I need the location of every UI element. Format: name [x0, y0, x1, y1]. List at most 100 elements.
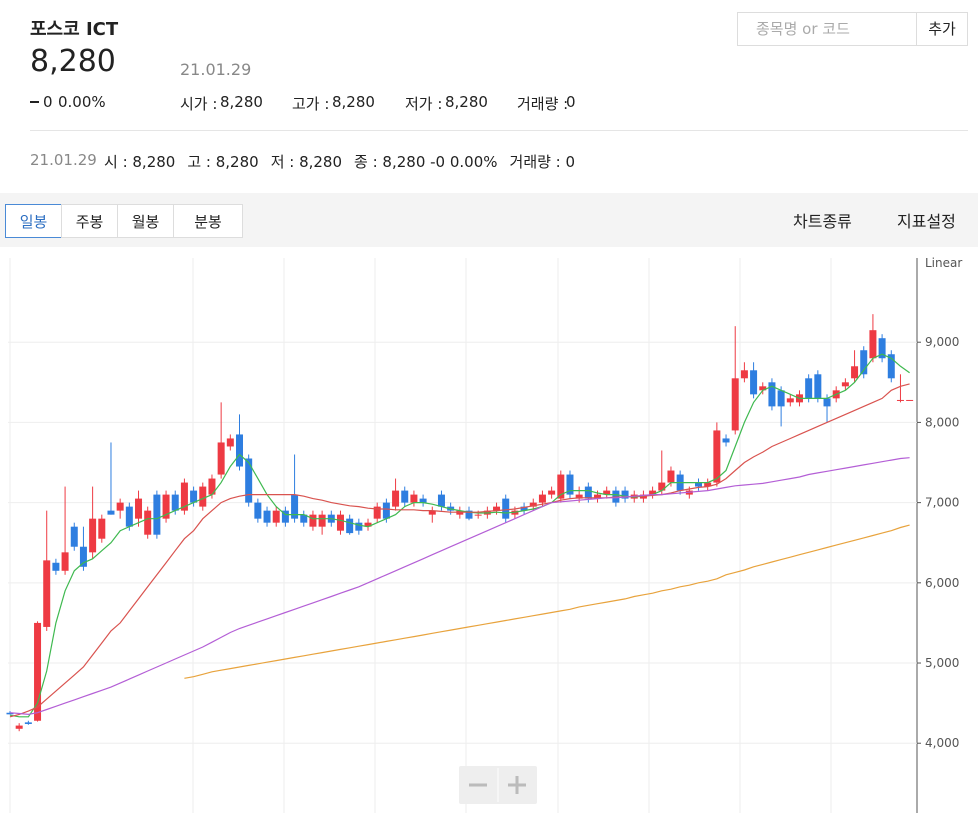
stock-name: 포스코 ICT: [30, 19, 119, 40]
candle-body: [529, 502, 537, 507]
moving-average: [9, 353, 910, 718]
moving-average: [9, 383, 910, 718]
candle-body: [61, 552, 69, 571]
candle-body: [658, 482, 666, 491]
candle-body: [254, 502, 262, 519]
candle-body: [245, 458, 253, 503]
period-tab[interactable]: 분봉: [173, 204, 243, 238]
change: 0: [43, 93, 53, 111]
candle-body: [180, 482, 188, 511]
divider: [30, 130, 968, 131]
candle-body: [34, 622, 42, 721]
moving-average: [9, 457, 910, 716]
menu[interactable]: 차트종류: [793, 212, 852, 231]
candle-body: [759, 386, 767, 391]
stat-value: 8,280: [332, 93, 375, 111]
candle-body: [428, 510, 436, 515]
candle-body: [6, 712, 14, 715]
candle-body: [98, 518, 106, 539]
candle-body: [346, 518, 354, 534]
price: 8,280: [30, 44, 116, 79]
candle-body: [419, 498, 427, 503]
candle-body: [171, 494, 179, 511]
candle-body: [584, 486, 592, 499]
summary-date: 21.01.29: [30, 151, 97, 169]
period-tab[interactable]: 일봉: [5, 204, 62, 238]
candle-body: [281, 510, 289, 523]
candle-body: [520, 506, 528, 511]
candle-body: [906, 399, 914, 401]
candle-body: [89, 518, 97, 553]
candle-body: [704, 482, 712, 487]
candle-body: [713, 430, 721, 483]
menu[interactable]: 지표설정: [897, 212, 956, 231]
scale-label: Linear: [925, 256, 962, 270]
candle-body: [125, 506, 133, 527]
candle-body: [667, 470, 675, 483]
candle-body: [236, 434, 243, 467]
stat-value: 0: [566, 93, 576, 111]
candle-body: [566, 474, 574, 495]
candle-body: [502, 498, 510, 519]
candle-body: [538, 494, 546, 503]
candle-body: [162, 494, 170, 519]
candle-body: [649, 490, 657, 495]
candle-body: [695, 482, 702, 487]
y-tick-label: 5,000: [925, 656, 959, 670]
candle-body: [392, 490, 400, 507]
y-tick-label: 4,000: [925, 736, 959, 750]
candle-body: [465, 510, 473, 519]
candle-body: [437, 494, 445, 507]
candle-body: [70, 526, 78, 547]
y-tick-label: 7,000: [925, 496, 959, 510]
candle-body: [300, 514, 308, 523]
candle-body: [860, 350, 868, 375]
candle-body: [750, 370, 758, 395]
candle-body: [841, 382, 849, 387]
candle-body: [15, 725, 23, 729]
add-button[interactable]: 추가: [916, 12, 968, 46]
summary-item: 저 : 8,280: [270, 153, 343, 171]
candle-body: [355, 522, 363, 531]
candle-body: [373, 506, 381, 519]
candle-body: [318, 514, 326, 527]
summary-item: 시 : 8,280: [104, 153, 176, 171]
candle-body: [144, 510, 152, 535]
candle-body: [548, 490, 556, 495]
candle-body: [878, 338, 886, 359]
candle-body: [731, 378, 739, 431]
candle-body: [52, 562, 60, 571]
date: 21.01.29: [180, 60, 252, 79]
candle-body: [79, 546, 87, 567]
candle-body: [309, 514, 317, 527]
candle-body: [153, 494, 161, 535]
candle-body: [24, 722, 32, 724]
candle-body: [107, 510, 115, 515]
summary-item: 거래량 : 0: [509, 153, 576, 171]
stat-label: 고가 :: [292, 95, 330, 113]
candle-body: [575, 494, 583, 499]
candle-body: [382, 502, 390, 519]
summary-item: 고 : 8,280: [187, 153, 259, 171]
candle-body: [823, 398, 831, 407]
candle-body: [364, 522, 372, 527]
candle-body: [851, 366, 859, 379]
candle-body: [786, 398, 794, 403]
stat-label: 시가 :: [180, 95, 218, 113]
stat-label: 거래량 :: [517, 95, 569, 113]
candle-body: [474, 514, 482, 516]
candle-body: [768, 382, 776, 407]
candle-body: [116, 502, 124, 511]
candle-body: [135, 498, 143, 519]
stat-value: 8,280: [445, 93, 488, 111]
flat-icon: [30, 101, 39, 103]
candle-body: [263, 510, 271, 523]
period-tab[interactable]: 월봉: [117, 204, 174, 238]
stat-value: 8,280: [220, 93, 263, 111]
candle-body: [603, 490, 611, 495]
period-tab[interactable]: 주봉: [61, 204, 118, 238]
candle-body: [199, 486, 207, 507]
v-grid: [9, 258, 832, 813]
